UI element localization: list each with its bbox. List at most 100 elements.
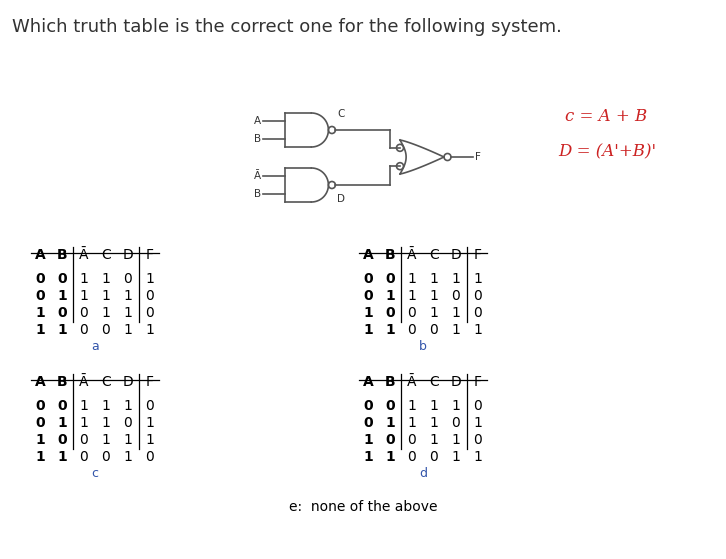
- Text: 1: 1: [123, 433, 132, 447]
- Text: 1: 1: [102, 416, 110, 430]
- Text: Which truth table is the correct one for the following system.: Which truth table is the correct one for…: [12, 18, 562, 36]
- Text: 1: 1: [473, 323, 483, 337]
- Text: 1: 1: [363, 450, 373, 464]
- Text: 1: 1: [430, 306, 439, 320]
- Text: 1: 1: [57, 416, 67, 430]
- Text: 0: 0: [386, 306, 395, 320]
- Text: 0: 0: [363, 272, 373, 286]
- Text: 1: 1: [80, 289, 89, 303]
- Text: 0: 0: [386, 399, 395, 413]
- Text: 1: 1: [123, 306, 132, 320]
- Text: 0: 0: [363, 416, 373, 430]
- Text: 1: 1: [123, 323, 132, 337]
- Text: 1: 1: [430, 272, 439, 286]
- Text: 0: 0: [407, 450, 417, 464]
- Text: 1: 1: [385, 450, 395, 464]
- Text: 1: 1: [123, 289, 132, 303]
- Text: F: F: [474, 248, 482, 262]
- Text: B: B: [254, 134, 261, 144]
- Text: C: C: [101, 248, 111, 262]
- Text: 1: 1: [452, 399, 460, 413]
- Text: 0: 0: [407, 433, 417, 447]
- Text: C: C: [101, 375, 111, 389]
- Text: 0: 0: [473, 289, 482, 303]
- Text: 0: 0: [473, 433, 482, 447]
- Text: D = (A'+B)': D = (A'+B)': [558, 143, 656, 160]
- Text: 0: 0: [146, 399, 155, 413]
- Text: A: A: [362, 248, 373, 262]
- Text: 0: 0: [123, 416, 132, 430]
- Text: 1: 1: [430, 399, 439, 413]
- Text: 0: 0: [407, 323, 417, 337]
- Text: 0: 0: [35, 289, 45, 303]
- Text: 1: 1: [35, 323, 45, 337]
- Text: B: B: [57, 375, 68, 389]
- Text: 1: 1: [473, 416, 483, 430]
- Text: 1: 1: [385, 416, 395, 430]
- Text: 1: 1: [80, 272, 89, 286]
- Text: 1: 1: [102, 399, 110, 413]
- Text: Ā: Ā: [79, 375, 89, 389]
- Text: 1: 1: [57, 323, 67, 337]
- Text: 1: 1: [407, 289, 417, 303]
- Text: A: A: [362, 375, 373, 389]
- Text: F: F: [474, 375, 482, 389]
- Text: d: d: [419, 467, 427, 480]
- Text: B: B: [254, 189, 261, 199]
- Text: 1: 1: [363, 306, 373, 320]
- Text: 0: 0: [146, 450, 155, 464]
- Text: e:  none of the above: e: none of the above: [289, 500, 437, 514]
- Text: 1: 1: [430, 289, 439, 303]
- Text: 0: 0: [473, 399, 482, 413]
- Text: 1: 1: [145, 272, 155, 286]
- Text: 1: 1: [102, 433, 110, 447]
- Text: 1: 1: [102, 272, 110, 286]
- Text: F: F: [475, 152, 481, 162]
- Text: 1: 1: [363, 433, 373, 447]
- Text: 1: 1: [452, 272, 460, 286]
- Text: 0: 0: [430, 323, 439, 337]
- Text: 1: 1: [452, 450, 460, 464]
- Text: B: B: [385, 248, 396, 262]
- Text: B: B: [57, 248, 68, 262]
- Text: 0: 0: [146, 289, 155, 303]
- Text: 0: 0: [363, 399, 373, 413]
- Text: D: D: [451, 248, 462, 262]
- Text: 1: 1: [123, 450, 132, 464]
- Text: Ā: Ā: [254, 171, 261, 181]
- Text: B: B: [385, 375, 396, 389]
- Text: 0: 0: [102, 323, 110, 337]
- Text: 0: 0: [80, 433, 89, 447]
- Text: 1: 1: [57, 450, 67, 464]
- Text: 0: 0: [473, 306, 482, 320]
- Text: 1: 1: [407, 272, 417, 286]
- Text: 1: 1: [123, 399, 132, 413]
- Text: A: A: [35, 375, 45, 389]
- Text: 0: 0: [57, 399, 67, 413]
- Text: 0: 0: [35, 399, 45, 413]
- Text: 1: 1: [452, 306, 460, 320]
- Text: 1: 1: [452, 323, 460, 337]
- Text: 1: 1: [80, 399, 89, 413]
- Text: c: c: [91, 467, 99, 480]
- Text: 0: 0: [57, 272, 67, 286]
- Text: A: A: [35, 248, 45, 262]
- Text: b: b: [419, 340, 427, 353]
- Text: Ā: Ā: [79, 248, 89, 262]
- Text: 0: 0: [35, 272, 45, 286]
- Text: 0: 0: [80, 306, 89, 320]
- Text: 0: 0: [57, 306, 67, 320]
- Text: 1: 1: [385, 289, 395, 303]
- Text: 1: 1: [102, 289, 110, 303]
- Text: 1: 1: [363, 323, 373, 337]
- Text: 1: 1: [430, 416, 439, 430]
- Text: 1: 1: [57, 289, 67, 303]
- Text: C: C: [338, 109, 345, 119]
- Text: a: a: [91, 340, 99, 353]
- Text: D: D: [123, 375, 134, 389]
- Text: 0: 0: [430, 450, 439, 464]
- Text: 0: 0: [57, 433, 67, 447]
- Text: 1: 1: [407, 416, 417, 430]
- Text: 1: 1: [80, 416, 89, 430]
- Text: 0: 0: [35, 416, 45, 430]
